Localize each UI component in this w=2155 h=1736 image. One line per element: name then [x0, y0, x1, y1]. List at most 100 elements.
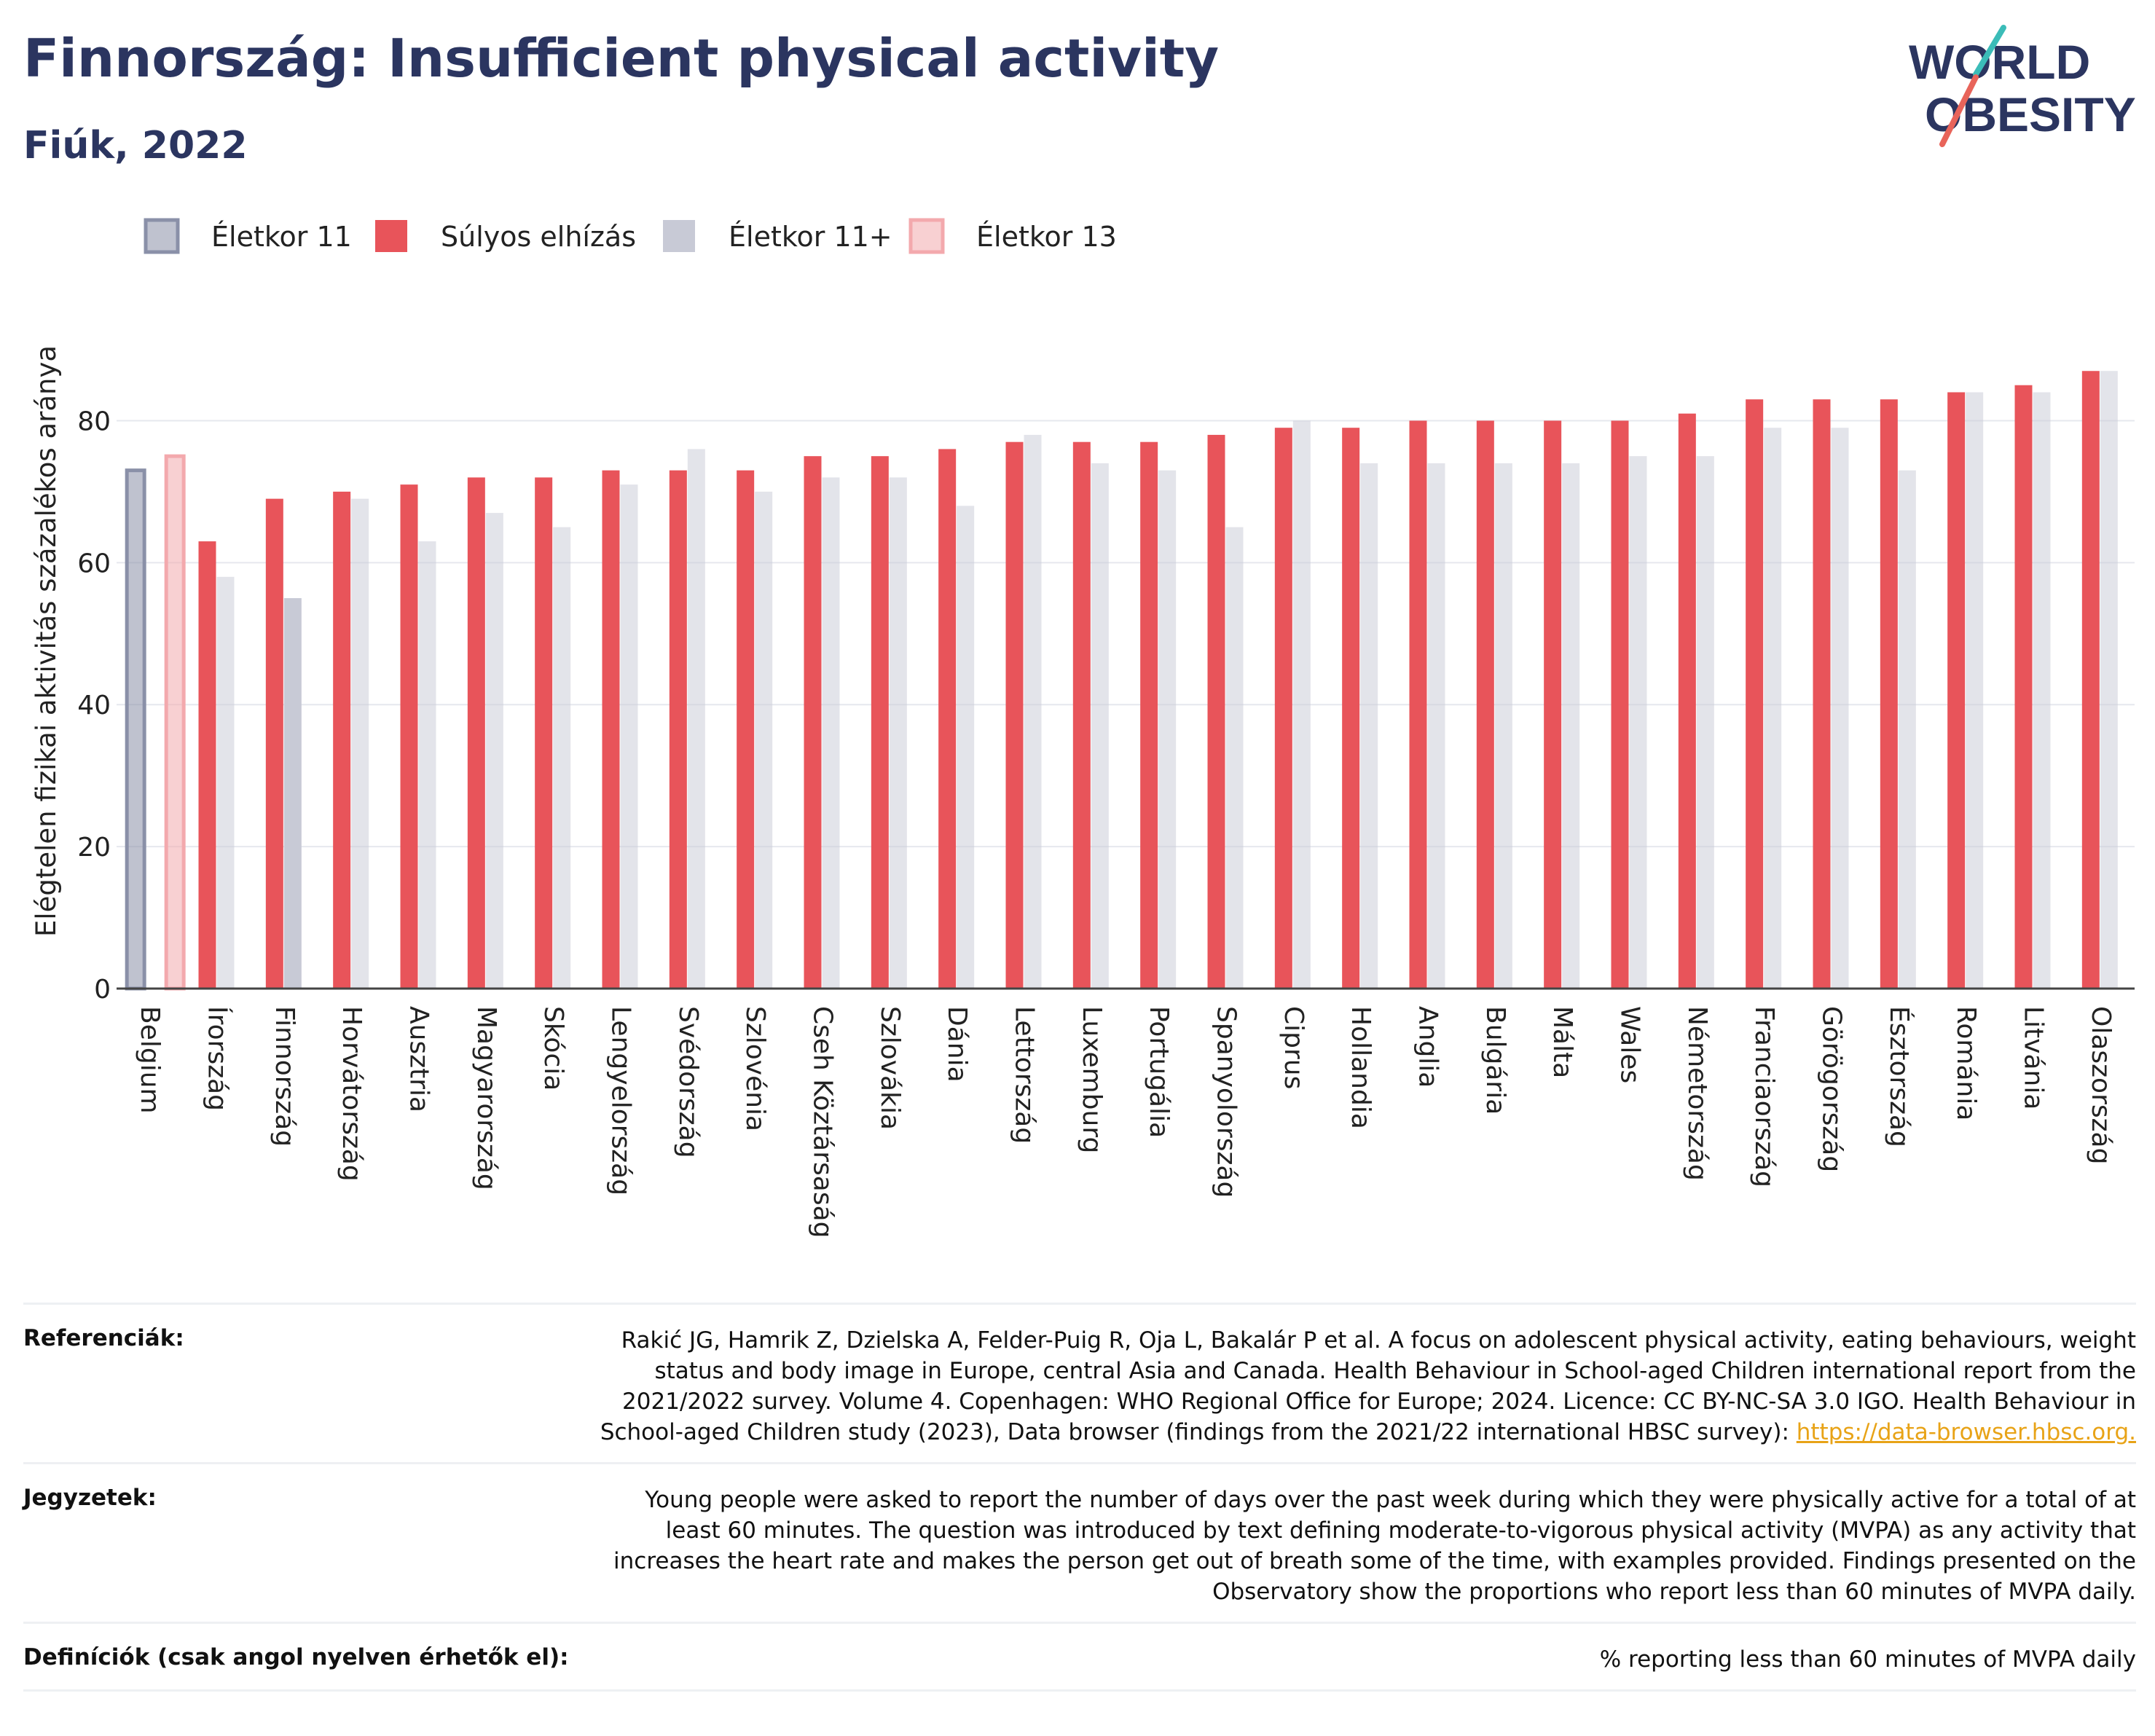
bar-severe-obesity-21	[1544, 420, 1562, 989]
bar-age11plus-10	[822, 477, 840, 989]
x-tick-label: Franciaország	[1749, 1006, 1779, 1187]
references-text: Rakić JG, Hamrik Z, Dzielska A, Felder-P…	[592, 1325, 2136, 1448]
x-tick-label: Hollandia	[1346, 1006, 1375, 1129]
y-tick-label: 20	[77, 833, 111, 863]
x-tick-label: Észtország	[1884, 1006, 1915, 1147]
x-axis: Belgium Írország Finnország Horvátország Aus…	[117, 987, 2135, 1238]
bar-age11plus-8	[687, 449, 705, 989]
x-tick-label: Románia	[1951, 1006, 1981, 1120]
x-tick-label: Bulgária	[1480, 1006, 1510, 1115]
x-tick-label: Belgium	[135, 1006, 165, 1114]
bar-severe-obesity-8	[669, 470, 687, 989]
x-tick-label: Svédország	[673, 1006, 703, 1158]
x-tick-label: Magyarország	[471, 1006, 501, 1190]
bar-age11plus-13	[1024, 434, 1042, 989]
bar-severe-obesity-1	[198, 541, 216, 989]
x-tick-label: Litvánia	[2019, 1006, 2049, 1109]
bar-age11plus-12	[957, 506, 975, 989]
y-tick-label: 60	[77, 549, 111, 578]
bar-age11plus-28	[2033, 392, 2051, 989]
bar-severe-obesity-5	[467, 477, 485, 989]
bar-age11plus-4	[418, 541, 436, 989]
legend-label-3: Életkor 13	[976, 221, 1117, 253]
bar-severe-obesity-7	[602, 470, 620, 989]
references-link[interactable]: https://data-browser.hbsc.org.	[1796, 1419, 2136, 1445]
bar-severe-obesity-18	[1342, 428, 1360, 989]
bar-age11plus-14	[1091, 463, 1109, 989]
references-row: Referenciák: Rakić JG, Hamrik Z, Dzielsk…	[23, 1303, 2136, 1462]
y-tick-label: 0	[94, 975, 111, 1005]
logo-slash-teal	[1973, 25, 2006, 77]
x-tick-label: Írország	[203, 1006, 233, 1111]
y-tick-label: 80	[77, 406, 111, 436]
legend-label-1: Súlyos elhízás	[441, 221, 636, 253]
bar-severe-obesity-15	[1140, 441, 1158, 989]
bar-severe-obesity-13	[1005, 441, 1024, 989]
bar-age11plus-7	[620, 484, 638, 989]
bar-severe-obesity-6	[535, 477, 553, 989]
legend-swatch-2	[663, 220, 695, 252]
bar-age11plus-6	[553, 527, 571, 989]
bar-age11plus-5	[485, 513, 503, 989]
bar-severe-obesity-12	[938, 449, 957, 989]
bar-severe-obesity-26	[1880, 399, 1898, 989]
notes-row: Jegyzetek: Young people were asked to re…	[23, 1462, 2136, 1622]
bar-age11plus-29	[2100, 371, 2118, 989]
x-tick-label: Spanyolország	[1212, 1006, 1241, 1198]
bar-severe-obesity-9	[737, 470, 755, 989]
bar-age11plus-25	[1831, 428, 1849, 989]
bar-severe-obesity-10	[804, 456, 822, 989]
bar-severe-obesity-16	[1207, 434, 1225, 989]
bar-severe-obesity-2	[265, 498, 283, 989]
legend-swatch-3	[908, 218, 945, 254]
definitions-row: Definíciók (csak angol nyelven érhetők e…	[23, 1622, 2136, 1692]
bar-age11plus-21	[1562, 463, 1580, 989]
y-axis-label: Elégtelen fizikai aktivitás százalékos a…	[31, 345, 62, 937]
bar-severe-obesity-23	[1678, 413, 1696, 989]
bar-severe-obesity-19	[1409, 420, 1427, 989]
logo-line1: WORLD	[1909, 35, 2090, 89]
bar-severe-obesity-11	[871, 456, 889, 989]
bar-age11plus-3	[351, 498, 369, 989]
references-body: Rakić JG, Hamrik Z, Dzielska A, Felder-P…	[600, 1327, 2136, 1445]
logo-slash-red	[1939, 74, 1979, 147]
y-tick-label: 40	[77, 691, 111, 720]
bar-severe-obesity-28	[2014, 385, 2033, 989]
x-tick-label: Lettország	[1010, 1006, 1040, 1144]
bar-severe-obesity-27	[1947, 392, 1966, 989]
legend: Életkor 11 Súlyos elhízás Életkor 11+ Életk…	[144, 218, 1117, 254]
bar-age11plus-11	[889, 477, 907, 989]
chart: Életkor 11 Súlyos elhízás Életkor 11+ Életk…	[31, 218, 2135, 1238]
bar-age11plus-1	[216, 576, 235, 989]
bar-age11plus-22	[1629, 456, 1647, 989]
x-tick-label: Anglia	[1413, 1006, 1443, 1088]
bars	[125, 371, 2118, 991]
bar-age11plus-9	[755, 491, 773, 989]
x-tick-label: Ausztria	[404, 1006, 434, 1112]
bar-severe-obesity-29	[2081, 371, 2100, 989]
definitions-label: Definíciók (csak angol nyelven érhetők e…	[23, 1644, 569, 1670]
bar-age11plus-20	[1494, 463, 1512, 989]
x-tick-label: Lengyelország	[606, 1006, 636, 1195]
definitions-text: % reporting less than 60 minutes of MVPA…	[1599, 1646, 2136, 1673]
x-tick-label: Németország	[1682, 1006, 1712, 1181]
x-tick-label: Wales	[1615, 1006, 1645, 1083]
bar-age11plus-2	[283, 598, 302, 989]
x-tick-label: Cseh Köztársaság	[808, 1006, 838, 1238]
x-tick-label: Luxemburg	[1077, 1006, 1107, 1153]
bar-severe-obesity-17	[1274, 428, 1292, 989]
bar-severe-obesity-3	[333, 491, 351, 989]
bar-severe-obesity-24	[1746, 399, 1764, 989]
legend-swatch-1	[375, 220, 407, 252]
x-tick-label: Görögország	[1817, 1006, 1847, 1172]
bar-age11plus-19	[1427, 463, 1445, 989]
x-tick-label: Skócia	[538, 1006, 568, 1091]
references-label: Referenciák:	[23, 1325, 184, 1351]
x-tick-label: Dánia	[942, 1006, 972, 1083]
bar-severe-obesity-4	[400, 484, 418, 989]
page-title: Finnország: Insufficient physical activi…	[23, 28, 1220, 89]
legend-label-0: Életkor 11	[211, 221, 352, 253]
x-tick-label: Ciprus	[1279, 1006, 1308, 1089]
notes-text: Young people were asked to report the nu…	[613, 1487, 2136, 1605]
x-tick-label: Portugália	[1144, 1006, 1174, 1138]
